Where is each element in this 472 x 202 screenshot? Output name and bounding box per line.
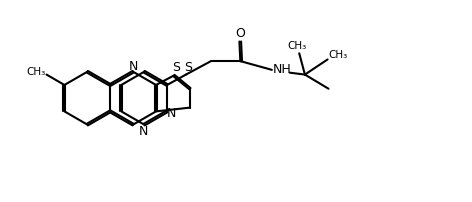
Text: S: S [172,61,180,75]
Text: O: O [236,27,245,40]
Text: CH₃: CH₃ [329,50,347,60]
Text: N: N [167,107,177,120]
Text: N: N [139,125,148,138]
Text: S: S [184,61,192,74]
Text: CH₃: CH₃ [26,67,45,77]
Text: NH: NH [273,63,292,76]
Text: CH₃: CH₃ [287,41,306,51]
Text: N: N [128,60,138,73]
